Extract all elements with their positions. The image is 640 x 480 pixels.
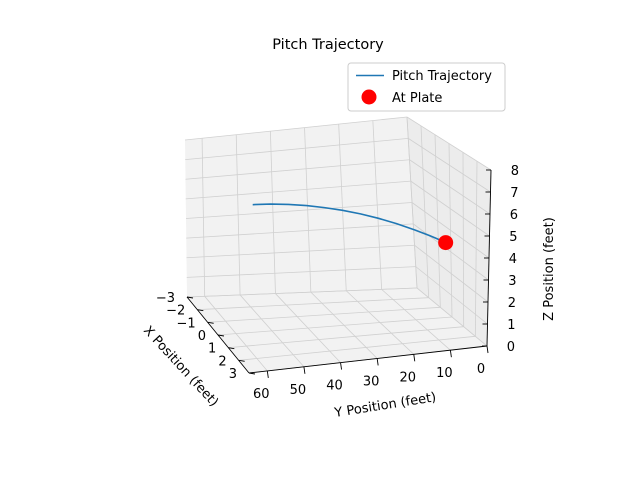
at-plate-marker	[438, 235, 454, 251]
y-tick-mark	[486, 345, 489, 354]
z-gridline-side	[409, 159, 491, 215]
z-gridline-back	[185, 180, 411, 200]
z-tick-label: 1	[507, 318, 515, 333]
z-tick-label: 4	[509, 252, 517, 267]
legend: Pitch Trajectory At Plate	[347, 62, 506, 112]
z-gridline-back	[185, 137, 409, 161]
z-tick-label: 2	[508, 296, 516, 311]
y-tick-mark	[449, 350, 452, 358]
y-axis-line	[248, 345, 488, 374]
x-tick-label: −2	[166, 304, 185, 319]
y-tick-mark	[266, 370, 269, 378]
z-gridline-side	[416, 287, 488, 347]
z-tick-label: 0	[507, 340, 515, 355]
x-tick-mark	[207, 321, 214, 324]
z-gridline-side	[414, 244, 489, 303]
y-gridline-floor	[345, 290, 415, 355]
y-gridline-floor	[275, 293, 341, 363]
z-gridline-back	[186, 223, 414, 239]
trajectory-line	[252, 203, 446, 244]
y-tick-label: 0	[477, 362, 485, 377]
legend-marker-swatch	[361, 89, 377, 105]
z-gridline-back	[186, 244, 415, 259]
y-tick-mark	[340, 362, 342, 370]
z-tick-label: 6	[510, 208, 518, 223]
y-tick-mark	[303, 366, 306, 374]
z-gridline-side	[413, 223, 489, 281]
x-tick-label: 0	[198, 329, 206, 344]
x-tick-label: −1	[176, 316, 195, 331]
x-axis-label: X Position (feet)	[140, 323, 221, 410]
x-tick-label: 3	[229, 367, 237, 382]
y-gridline-floor	[204, 296, 268, 372]
x-tick-mark	[238, 359, 245, 362]
legend-label-trajectory: Pitch Trajectory	[392, 69, 492, 84]
y-tick-label: 30	[363, 374, 380, 389]
y-axis-label: Y Position (feet)	[333, 390, 438, 421]
x-tick-mark	[248, 372, 256, 375]
y-tick-mark	[413, 354, 416, 362]
z-axis-label: Z Position (feet)	[542, 217, 557, 321]
z-gridline-back	[186, 266, 416, 278]
x-gridline-floor	[238, 335, 476, 361]
x-tick-label: −3	[156, 291, 175, 306]
y-tick-label: 50	[290, 383, 307, 398]
x-tick-mark	[228, 347, 235, 350]
y-tick-label: 40	[326, 379, 343, 394]
z-gridline-back	[185, 202, 413, 219]
z-gridline-side	[411, 202, 490, 259]
y-gridline-floor	[310, 291, 378, 359]
x-tick-mark	[217, 334, 225, 337]
chart-title: Pitch Trajectory	[272, 37, 384, 53]
x-gridline-floor	[197, 297, 429, 311]
z-tick-label: 8	[511, 164, 519, 179]
x-gridline-floor	[207, 306, 441, 323]
legend-frame	[347, 62, 506, 112]
z-gridline-side	[408, 138, 491, 193]
plot-area	[252, 203, 454, 251]
y-tick-label: 10	[436, 366, 453, 381]
z-gridline-side	[415, 266, 488, 325]
legend-label-at-plate: At Plate	[392, 91, 442, 106]
y-tick-label: 60	[253, 387, 270, 402]
x-tick-mark	[186, 296, 194, 299]
x-gridline-floor	[228, 326, 464, 349]
x-tick-label: 2	[218, 354, 226, 369]
y-gridline-floor	[381, 289, 451, 351]
z-gridline-back	[186, 287, 418, 298]
z-gridline-back	[184, 116, 408, 141]
x-tick-label: 1	[208, 342, 216, 357]
x-tick-mark	[197, 309, 204, 312]
z-gridline-side	[406, 116, 492, 171]
y-tick-label: 20	[399, 370, 416, 385]
back-pane-x	[185, 117, 417, 297]
y-tick-mark	[376, 358, 379, 366]
z-tick-label: 5	[509, 230, 517, 245]
z-tick-label: 3	[508, 274, 516, 289]
z-gridline-back	[185, 159, 410, 180]
z-tick-label: 7	[510, 186, 518, 201]
x-gridline-floor	[217, 316, 453, 336]
y-gridline-floor	[239, 294, 305, 368]
z-gridline-side	[410, 180, 490, 237]
axis-ticks	[186, 169, 491, 378]
